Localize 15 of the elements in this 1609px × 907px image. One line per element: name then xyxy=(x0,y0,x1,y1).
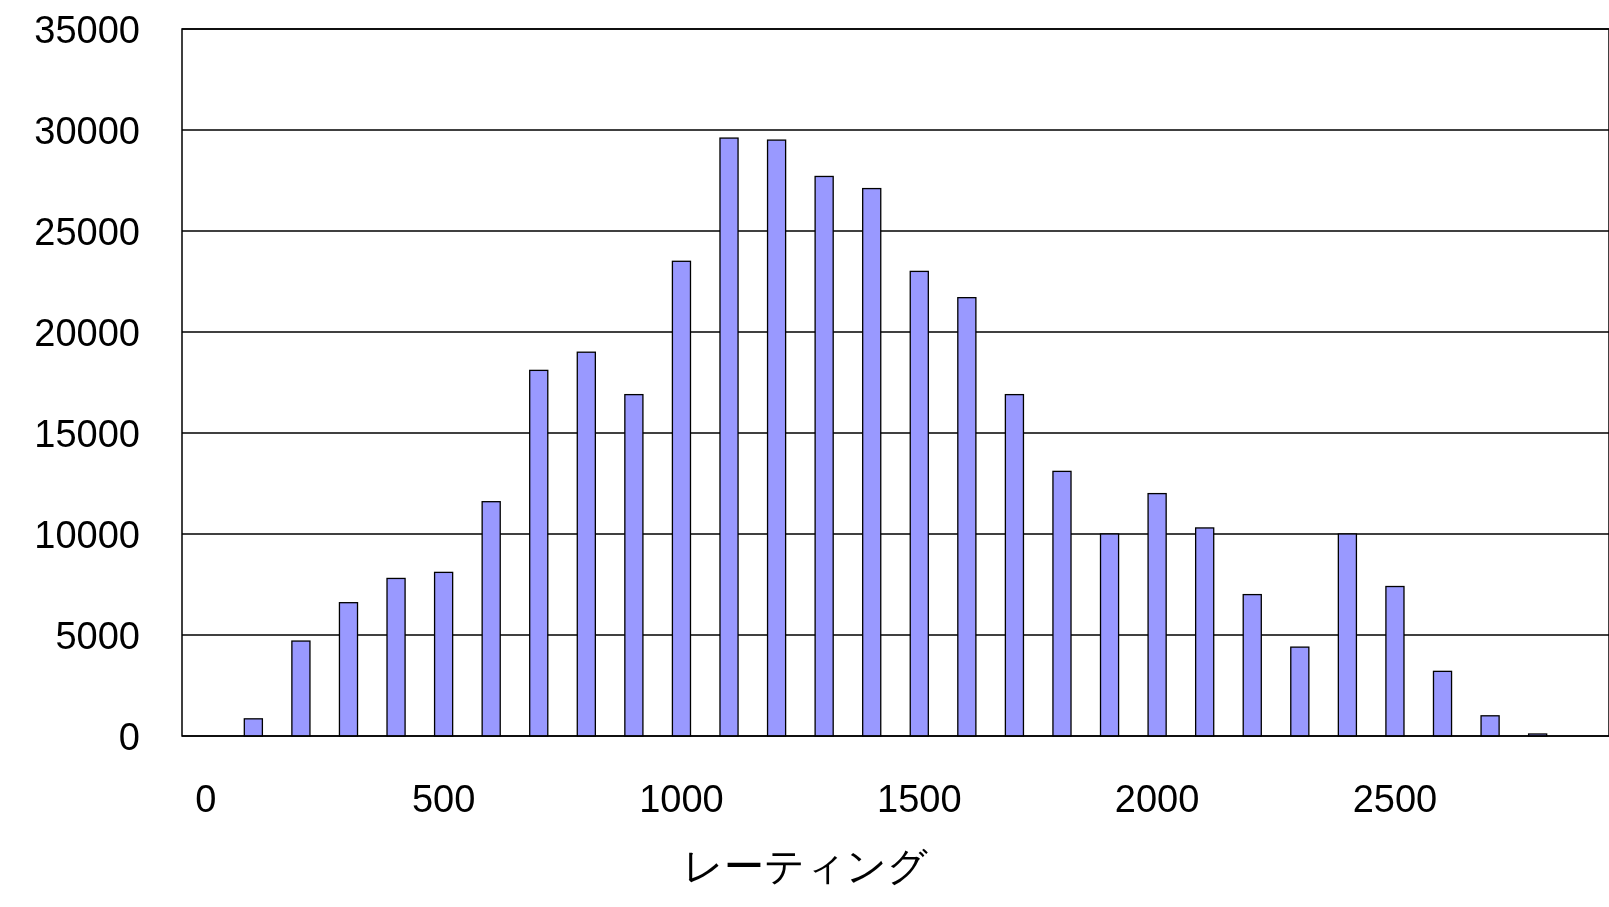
x-tick-label: 2500 xyxy=(1352,778,1438,820)
y-tick-label: 20000 xyxy=(34,312,140,354)
x-axis-title: レーティング xyxy=(683,844,928,888)
x-tick-label: 2000 xyxy=(1114,778,1200,820)
y-tick-label: 35000 xyxy=(34,9,140,51)
y-tick-label: 10000 xyxy=(34,514,140,556)
x-tick-label: 500 xyxy=(411,778,476,820)
x-tick-label: 0 xyxy=(195,778,217,820)
y-tick-label: 30000 xyxy=(34,110,140,152)
y-tick-label: 0 xyxy=(118,716,140,758)
x-tick-label: 1000 xyxy=(639,778,724,820)
x-tick-label: 1500 xyxy=(877,778,962,820)
y-tick-label: 15000 xyxy=(34,413,140,455)
y-tick-label: 5000 xyxy=(55,615,140,657)
y-tick-label: 25000 xyxy=(34,211,140,253)
